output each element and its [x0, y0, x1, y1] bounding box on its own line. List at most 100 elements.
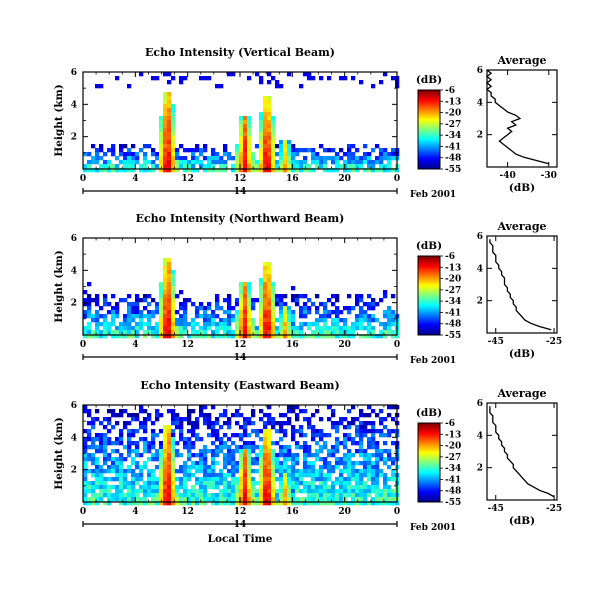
heatmap-cell	[147, 493, 152, 498]
heatmap-cell	[231, 457, 236, 462]
heatmap-cell	[243, 461, 248, 466]
heatmap-cell	[167, 481, 172, 486]
heatmap-cell	[143, 441, 148, 446]
heatmap-cell	[339, 326, 344, 331]
heatmap-cell	[279, 156, 284, 161]
heatmap-cell	[227, 489, 232, 494]
heatmap-cell	[163, 445, 168, 450]
heatmap-cell	[371, 318, 376, 323]
heatmap-cell	[195, 322, 200, 327]
panel-2: Echo Intensity (Northward Beam)0 4 12 12 16 2…	[53, 212, 562, 366]
heatmap-cell	[143, 449, 148, 454]
heatmap-cell	[239, 461, 244, 466]
heatmap-cell	[239, 449, 244, 454]
heatmap-cell	[195, 497, 200, 502]
heatmap-cell	[323, 489, 328, 494]
heatmap-cell	[319, 437, 324, 442]
heatmap-cell	[347, 152, 352, 157]
heatmap-cell	[267, 457, 272, 462]
heatmap-cell	[339, 457, 344, 462]
panel-1: Echo Intensity (Vertical Beam)0 4 12 12 16 20…	[53, 46, 558, 200]
heatmap-cell	[163, 116, 168, 121]
colorbar-segment	[418, 305, 440, 307]
heatmap-cell	[235, 314, 240, 319]
y-tick-label: 4	[71, 100, 77, 110]
heatmap-cell	[195, 461, 200, 466]
heatmap-cell	[391, 477, 396, 482]
heatmap-cell	[143, 497, 148, 502]
heatmap-cell	[227, 449, 232, 454]
colorbar-segment	[418, 463, 440, 465]
heatmap-cell	[135, 156, 140, 161]
colorbar-segment	[418, 447, 440, 449]
heatmap-cell	[271, 140, 276, 145]
heatmap-cell	[131, 429, 136, 434]
x-tick-label: 20	[338, 507, 351, 517]
heatmap-cell	[347, 330, 352, 335]
heatmap-cell	[203, 148, 208, 153]
y-tick-label: 2	[71, 133, 77, 143]
heatmap-cell	[387, 501, 392, 506]
heatmap-cell	[311, 148, 316, 153]
heatmap-cell	[287, 473, 292, 478]
heatmap-cell	[311, 469, 316, 474]
heatmap-cell	[163, 481, 168, 486]
heatmap-cell	[227, 437, 232, 442]
heatmap-cell	[191, 453, 196, 458]
heatmap-cell	[159, 148, 164, 153]
heatmap-cell	[219, 449, 224, 454]
heatmap-cell	[259, 437, 264, 442]
heatmap-cell	[275, 453, 280, 458]
heatmap-cell	[267, 116, 272, 121]
heatmap-cell	[135, 306, 140, 311]
heatmap-cell	[171, 124, 176, 129]
heatmap-cell	[155, 306, 160, 311]
heatmap-cell	[271, 302, 276, 307]
heatmap-cell	[263, 449, 268, 454]
heatmap-cell	[211, 148, 216, 153]
heatmap-cell	[287, 314, 292, 319]
heatmap-cell	[187, 501, 192, 506]
colorbar-segment	[418, 448, 440, 450]
heatmap-cell	[263, 465, 268, 470]
heatmap-cell	[231, 433, 236, 438]
heatmap-cell	[215, 421, 220, 426]
heatmap-cell	[355, 461, 360, 466]
heatmap-cell	[199, 497, 204, 502]
heatmap-cell	[191, 164, 196, 169]
heatmap-cell	[383, 477, 388, 482]
heatmap-cell	[91, 485, 96, 490]
heatmap-cell	[183, 164, 188, 169]
heatmap-cell	[247, 160, 252, 165]
colorbar-segment	[418, 94, 440, 96]
heatmap-cell	[243, 501, 248, 506]
heatmap-cell	[203, 318, 208, 323]
heatmap-cell	[219, 318, 224, 323]
heatmap-cell	[259, 334, 264, 339]
heatmap-cell	[191, 409, 196, 414]
heatmap-cell	[315, 326, 320, 331]
heatmap-cell	[183, 298, 188, 303]
heatmap-cell	[83, 290, 88, 295]
heatmap-cell	[171, 334, 176, 339]
heatmap-cell	[119, 326, 124, 331]
heatmap-cell	[99, 330, 104, 335]
heatmap-cell	[279, 322, 284, 327]
heatmap-cell	[387, 413, 392, 418]
colorbar-segment	[418, 288, 440, 290]
heatmap-cell	[147, 318, 152, 323]
heatmap-cell	[279, 469, 284, 474]
heatmap-cell	[355, 425, 360, 430]
heatmap-cell	[83, 429, 88, 434]
heatmap-cell	[367, 294, 372, 299]
heatmap-cell	[267, 294, 272, 299]
heatmap-cell	[123, 409, 128, 414]
heatmap-cell	[303, 322, 308, 327]
colorbar-segment	[418, 116, 440, 118]
heatmap-cell	[155, 334, 160, 339]
heatmap-cell	[199, 409, 204, 414]
heatmap-cell	[111, 441, 116, 446]
heatmap-cell	[163, 100, 168, 105]
heatmap-cell	[223, 152, 228, 157]
heatmap-cell	[279, 485, 284, 490]
